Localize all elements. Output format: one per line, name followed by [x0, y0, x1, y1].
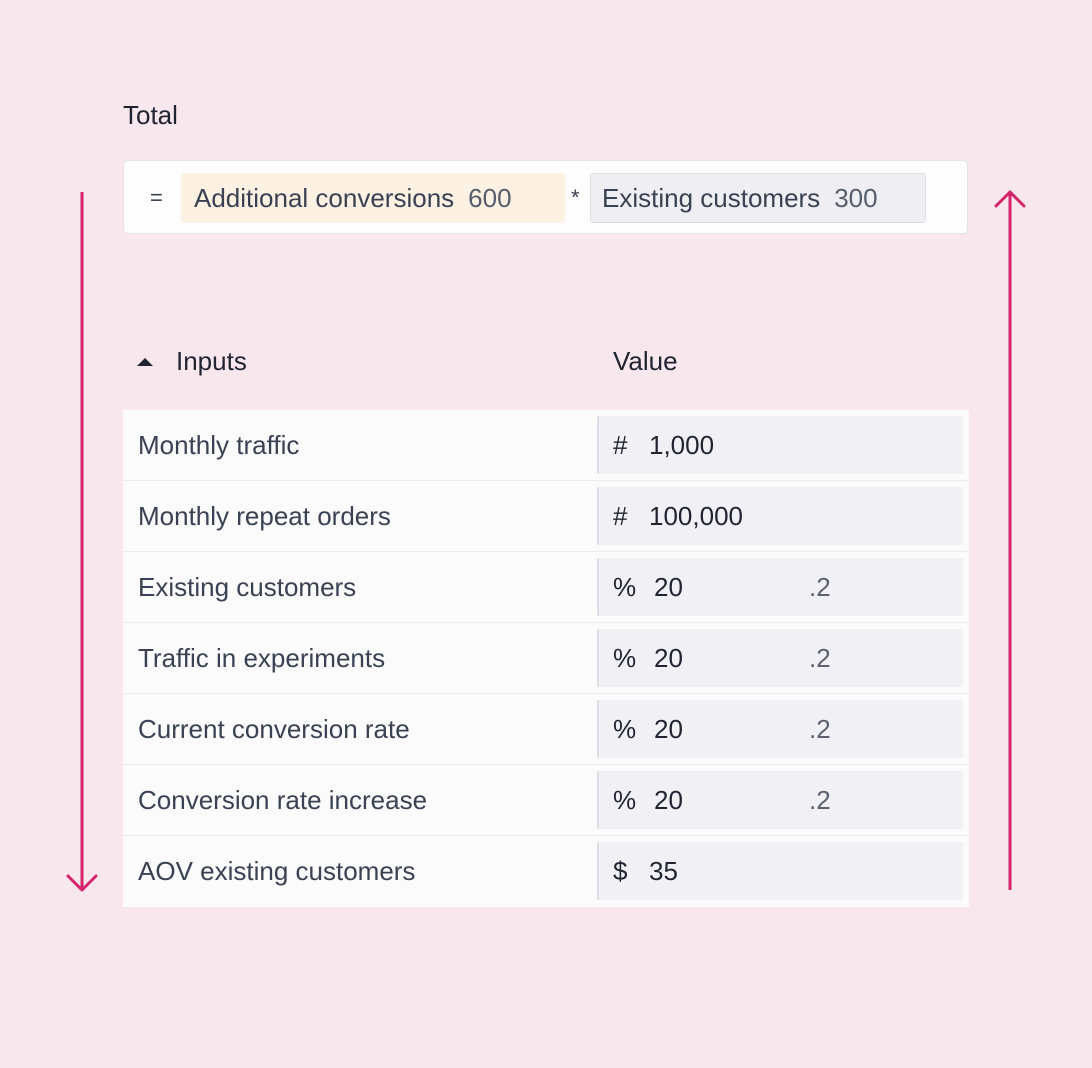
- row-label: Current conversion rate: [138, 713, 410, 744]
- row-label: Monthly traffic: [138, 429, 300, 460]
- input-value: 1,000: [649, 429, 715, 460]
- table-row: Current conversion rate % 20 .2: [123, 694, 969, 765]
- currency-prefix: $: [613, 855, 628, 886]
- inputs-header-label: Inputs: [176, 345, 247, 376]
- inputs-table: Monthly traffic # 1,000 Monthly repeat o…: [123, 410, 969, 907]
- decimal-hint: .2: [809, 571, 831, 602]
- input-value: 20: [654, 713, 683, 744]
- decimal-hint: .2: [809, 642, 831, 673]
- percent-prefix: %: [613, 571, 637, 602]
- value-input[interactable]: % 20 .2: [597, 771, 963, 829]
- value-input[interactable]: # 1,000: [597, 416, 963, 474]
- token-label: Additional conversions: [194, 182, 455, 213]
- percent-prefix: %: [613, 713, 637, 744]
- row-label: Existing customers: [138, 571, 357, 602]
- input-value: 20: [654, 571, 683, 602]
- arrow-down-icon: [66, 192, 98, 892]
- token-label: Existing customers: [602, 182, 821, 213]
- inputs-collapse-toggle[interactable]: Inputs: [137, 345, 247, 377]
- number-prefix: #: [613, 500, 628, 531]
- token-value: 600: [468, 182, 512, 213]
- token-additional-conversions[interactable]: Additional conversions 600: [181, 173, 565, 223]
- equals-sign: =: [150, 185, 163, 210]
- value-input[interactable]: $ 35: [597, 842, 963, 900]
- table-row: Traffic in experiments % 20 .2: [123, 623, 969, 694]
- percent-prefix: %: [613, 642, 637, 673]
- caret-up-icon: [137, 358, 153, 366]
- value-input[interactable]: # 100,000: [597, 487, 963, 545]
- value-input[interactable]: % 20 .2: [597, 629, 963, 687]
- arrow-up-icon: [994, 190, 1026, 890]
- table-row: Conversion rate increase % 20 .2: [123, 765, 969, 836]
- input-value: 20: [654, 642, 683, 673]
- token-existing-customers[interactable]: Existing customers 300: [590, 173, 926, 223]
- table-row: AOV existing customers $ 35: [123, 836, 969, 907]
- table-row: Existing customers % 20 .2: [123, 552, 969, 623]
- decimal-hint: .2: [809, 784, 831, 815]
- value-input[interactable]: % 20 .2: [597, 558, 963, 616]
- multiply-operator: *: [571, 185, 580, 210]
- row-label: Monthly repeat orders: [138, 500, 391, 531]
- formula-box[interactable]: = Additional conversions 600 * Existing …: [123, 160, 968, 234]
- percent-prefix: %: [613, 784, 637, 815]
- total-title: Total: [123, 100, 178, 130]
- row-label: Conversion rate increase: [138, 784, 428, 815]
- table-row: Monthly traffic # 1,000: [123, 410, 969, 481]
- row-label: Traffic in experiments: [138, 642, 386, 673]
- input-value: 35: [649, 855, 678, 886]
- row-label: AOV existing customers: [138, 855, 416, 886]
- value-column-header: Value: [613, 346, 678, 376]
- token-value: 300: [834, 182, 878, 213]
- input-value: 100,000: [649, 500, 743, 531]
- table-row: Monthly repeat orders # 100,000: [123, 481, 969, 552]
- number-prefix: #: [613, 429, 628, 460]
- value-input[interactable]: % 20 .2: [597, 700, 963, 758]
- input-value: 20: [654, 784, 683, 815]
- decimal-hint: .2: [809, 713, 831, 744]
